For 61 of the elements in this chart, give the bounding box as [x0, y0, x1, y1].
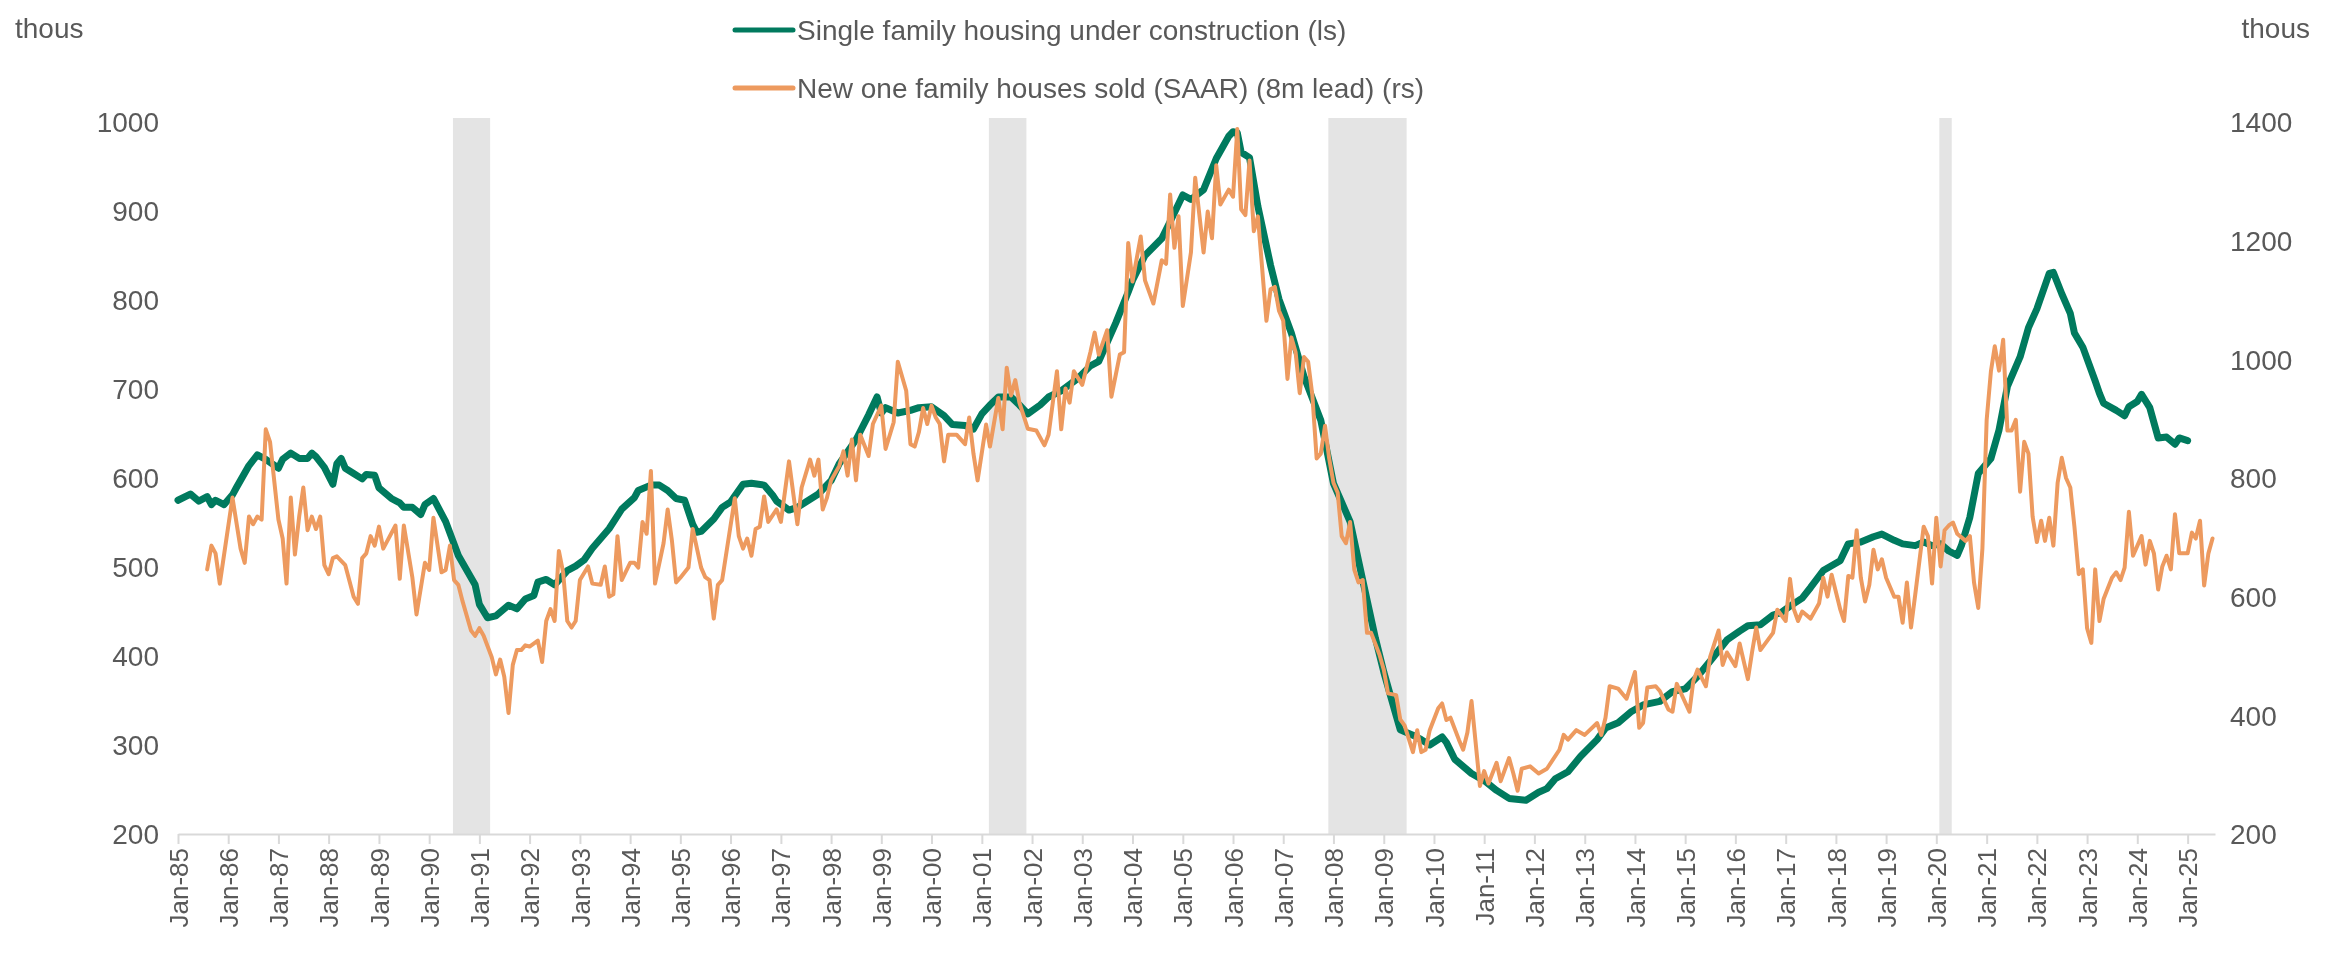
legend-label: Single family housing under construction (ls)	[797, 14, 1347, 46]
x-tick-label: Jan-17	[1771, 848, 1802, 928]
x-tick-label: Jan-87	[264, 848, 295, 928]
x-tick-label: Jan-86	[213, 848, 244, 928]
y-tick-label: 300	[112, 730, 159, 762]
x-tick-label: Jan-10	[1419, 848, 1450, 928]
x-tick-label: Jan-20	[1921, 848, 1952, 928]
x-tick-label: Jan-12	[1520, 848, 1550, 928]
x-tick-label: Jan-91	[464, 848, 495, 928]
y-tick-label: 800	[112, 285, 159, 317]
x-tick-label: Jan-00	[917, 848, 948, 928]
x-tick-label: Jan-13	[1570, 848, 1601, 928]
x-tick-label: Jan-98	[816, 848, 847, 928]
y-tick-label: 600	[112, 463, 159, 495]
x-tick-label: Jan-92	[515, 848, 546, 928]
x-tick-label: Jan-09	[1369, 848, 1400, 928]
x-tick-label: Jan-06	[1218, 848, 1249, 928]
x-tick-label: Jan-05	[1168, 848, 1199, 928]
legend-label: New one family houses sold (SAAR) (8m lead) (rs)	[797, 72, 1425, 104]
x-tick-label: Jan-02	[1017, 848, 1048, 928]
y2-tick-label: 1200	[2230, 225, 2293, 257]
x-tick-label: Jan-95	[665, 848, 696, 928]
x-tick-label: Jan-24	[2122, 848, 2153, 928]
y-tick-label: 400	[112, 641, 159, 673]
y-tick-label: 200	[112, 819, 159, 851]
x-tick-label: Jan-99	[866, 848, 897, 928]
x-tick-label: Jan-01	[967, 848, 998, 928]
y2-tick-label: 600	[2230, 581, 2277, 613]
x-tick-label: Jan-25	[2173, 848, 2204, 928]
y-tick-label: 700	[112, 374, 159, 406]
x-tick-label: Jan-94	[615, 848, 646, 928]
x-tick-label: Jan-15	[1670, 848, 1701, 928]
x-tick-label: Jan-08	[1319, 848, 1350, 928]
y2-tick-label: 400	[2230, 700, 2277, 732]
y2-tick-label: 200	[2230, 819, 2277, 851]
x-tick-label: Jan-04	[1118, 848, 1149, 928]
x-tick-label: Jan-23	[2072, 848, 2103, 928]
x-tick-label: Jan-11	[1469, 848, 1500, 926]
y2-axis-title: thous	[2241, 13, 2310, 44]
x-tick-label: Jan-14	[1620, 848, 1651, 928]
x-tick-label: Jan-88	[314, 848, 345, 928]
x-tick-label: Jan-18	[1821, 848, 1852, 928]
x-tick-label: Jan-85	[163, 848, 194, 928]
x-tick-label: Jan-97	[766, 848, 797, 928]
x-tick-label: Jan-96	[716, 848, 747, 928]
x-tick-label: Jan-93	[565, 848, 596, 928]
x-tick-label: Jan-16	[1720, 848, 1751, 928]
y-tick-label: 1000	[96, 107, 159, 139]
y2-tick-label: 1400	[2230, 107, 2293, 139]
x-tick-label: Jan-22	[2022, 848, 2053, 928]
y-tick-label: 900	[112, 196, 159, 228]
x-tick-label: Jan-21	[1972, 848, 2003, 928]
x-tick-label: Jan-19	[1871, 848, 1902, 928]
y-tick-label: 500	[112, 552, 159, 584]
x-tick-label: Jan-07	[1268, 848, 1299, 928]
y2-tick-label: 800	[2230, 463, 2277, 495]
y-axis-title: thous	[15, 13, 84, 44]
x-tick-label: Jan-90	[414, 848, 445, 928]
x-tick-label: Jan-03	[1067, 848, 1098, 928]
x-tick-label: Jan-89	[364, 848, 395, 928]
y2-tick-label: 1000	[2230, 344, 2293, 376]
